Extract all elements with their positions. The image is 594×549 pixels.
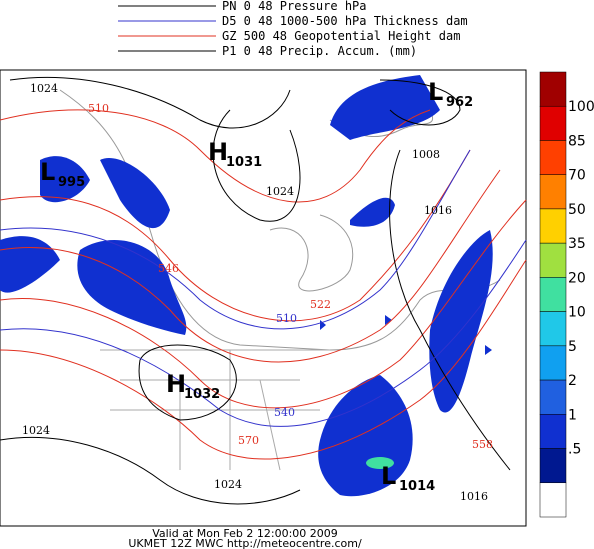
scale-swatch: [539, 414, 567, 449]
scale-label: 85: [568, 133, 586, 149]
contour-label: 1024: [22, 424, 50, 437]
scale-swatch: [539, 174, 567, 210]
center-value: 995: [58, 175, 85, 190]
legend-label: P1 0 48 Precip. Accum. (mm): [222, 44, 417, 58]
contour-label: 1008: [412, 148, 440, 161]
scale-swatch: [539, 448, 567, 484]
scale-label: 10: [568, 305, 586, 321]
pressure-contours: [0, 76, 511, 505]
contour-label: 1024: [30, 82, 58, 95]
center-value: 1014: [399, 479, 435, 494]
scale-swatch: [539, 345, 567, 381]
center-value: 1031: [226, 155, 262, 170]
scale-swatch: [539, 379, 567, 415]
scale-label: 35: [568, 236, 586, 252]
thickness-contours: [0, 149, 527, 427]
scale-swatch: [539, 71, 567, 107]
legend-label: GZ 500 48 Geopotential Height dam: [222, 29, 460, 43]
scale-label: 5: [568, 339, 577, 355]
scale-swatch: [539, 105, 567, 141]
contour-label: 510: [276, 312, 297, 325]
contour-label: 558: [472, 438, 493, 451]
contour-label: 546: [158, 262, 179, 275]
height-contours: [0, 109, 527, 460]
scale-swatch: [539, 277, 567, 312]
precip: [0, 75, 493, 497]
center-letter: H: [208, 138, 228, 166]
borders: [100, 349, 330, 471]
contour-label: 1016: [424, 204, 452, 217]
contour-label: 510: [88, 102, 109, 115]
source: UKMET 12Z MWC http://meteocentre.com/: [128, 537, 362, 549]
contour-label: 522: [310, 298, 331, 311]
scale-swatch: [539, 311, 567, 347]
center-value: 1032: [184, 387, 220, 402]
center-letter: H: [166, 370, 186, 398]
center-letter: L: [381, 462, 396, 490]
contour-label: 1016: [460, 490, 488, 503]
valid-time: Valid at Mon Feb 2 12:00:00 2009: [152, 527, 338, 540]
scale-swatch: [539, 482, 567, 518]
center-letter: L: [40, 158, 55, 186]
scale-label: 1: [568, 407, 577, 423]
legend-label: D5 0 48 1000-500 hPa Thickness dam: [222, 14, 468, 28]
precip-heavy: [366, 457, 394, 469]
scale-label: 20: [568, 270, 586, 286]
map-frame: [0, 69, 527, 527]
scale-label: 2: [568, 373, 577, 389]
hudson-bay: [269, 214, 354, 292]
scale-swatch: [539, 242, 567, 278]
center-value: 962: [446, 95, 473, 110]
center-letter: L: [428, 78, 443, 106]
scale-label: 70: [568, 168, 586, 184]
contour-label: 1024: [214, 478, 242, 491]
contour-label: 540: [274, 406, 295, 419]
scale-label: 100: [568, 99, 594, 115]
scale-swatch: [539, 208, 567, 244]
scale-label: 50: [568, 202, 586, 218]
contour-label: 1024: [266, 185, 294, 198]
scale-label: .5: [568, 442, 581, 458]
map: [0, 75, 527, 505]
scale-swatch: [539, 140, 567, 175]
contour-label: 570: [238, 434, 259, 447]
legend-label: PN 0 48 Pressure hPa: [222, 0, 367, 13]
